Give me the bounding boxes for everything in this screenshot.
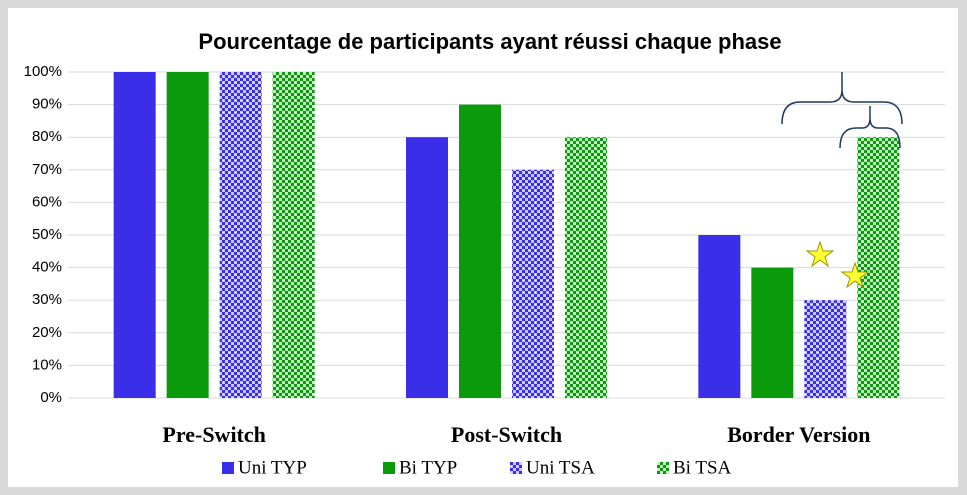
y-tick-label: 80%	[32, 128, 62, 145]
y-tick-label: 90%	[32, 96, 62, 113]
star	[805, 240, 835, 268]
star	[840, 261, 870, 289]
legend-swatch	[383, 462, 395, 474]
bar	[857, 137, 900, 398]
bar	[804, 300, 847, 398]
legend-label: Uni TSA	[526, 457, 595, 478]
legend-swatch	[657, 462, 669, 474]
y-tick-label: 50%	[32, 226, 62, 243]
x-tick-label: Border Version	[727, 422, 870, 447]
y-tick-label: 100%	[24, 63, 62, 80]
brace	[781, 72, 903, 125]
y-tick-label: 40%	[32, 259, 62, 276]
y-tick-label: 20%	[32, 324, 62, 341]
legend-swatch	[222, 462, 234, 474]
legend-label: Uni TYP	[238, 457, 307, 478]
y-tick-label: 70%	[32, 161, 62, 178]
legend-label: Bi TYP	[399, 457, 457, 478]
legend-swatch	[510, 462, 522, 474]
bar	[272, 72, 315, 398]
bar	[459, 104, 501, 398]
bar	[113, 72, 156, 398]
bar	[219, 72, 262, 398]
y-tick-label: 30%	[32, 291, 62, 308]
x-tick-label: Pre-Switch	[162, 422, 265, 447]
x-tick-label: Post-Switch	[451, 422, 562, 447]
bar	[166, 72, 209, 398]
y-tick-label: 10%	[32, 356, 62, 373]
legend-label: Bi TSA	[673, 457, 732, 478]
bar	[751, 267, 794, 398]
y-tick-label: 0%	[40, 389, 62, 406]
bar	[698, 235, 741, 398]
bar	[512, 169, 554, 398]
bar	[565, 137, 607, 398]
y-tick-label: 60%	[32, 193, 62, 210]
brace	[839, 106, 901, 149]
chart-title: Pourcentage de participants ayant réussi…	[198, 29, 781, 54]
bar	[406, 137, 448, 398]
